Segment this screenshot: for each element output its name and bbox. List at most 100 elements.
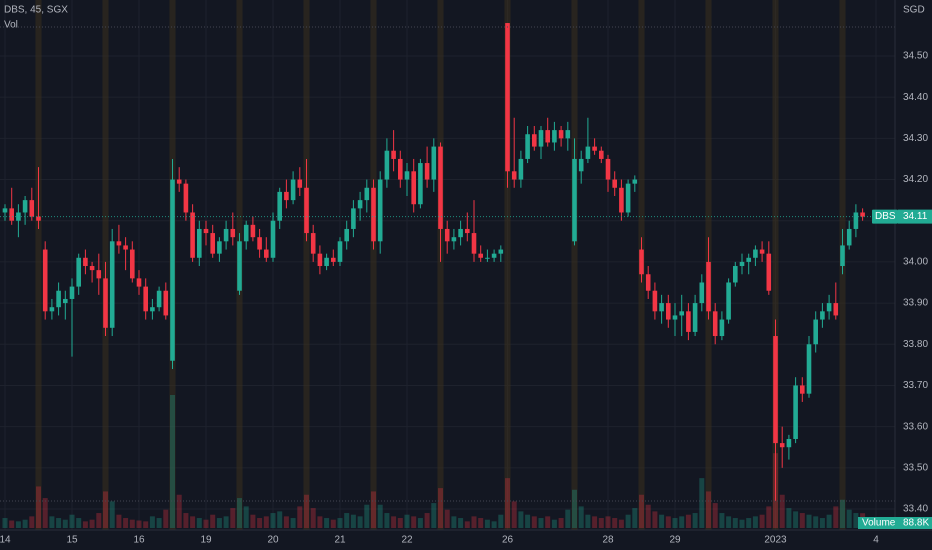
x-tick-label: 20 (267, 535, 279, 546)
candle-body (853, 212, 859, 229)
y-tick-label: 33.50 (903, 462, 928, 473)
candle-body (384, 150, 390, 180)
candle-body (826, 303, 832, 312)
volume-pane (2, 395, 866, 528)
candle-body (592, 146, 597, 151)
y-tick-label: 33.60 (903, 421, 928, 432)
volume-bar (659, 514, 665, 528)
candle-body (444, 228, 450, 242)
candle-body (719, 319, 725, 337)
candle-body (746, 257, 751, 262)
candle-body (478, 253, 483, 258)
volume-bar (853, 513, 859, 528)
candle-body (297, 179, 303, 188)
session-band (437, 0, 444, 530)
volume-bar (304, 494, 309, 528)
x-tick-label: 16 (133, 535, 145, 546)
volume-bar (799, 513, 805, 528)
candle-body (49, 307, 55, 312)
volume-bar (317, 516, 323, 528)
candle-body (806, 344, 812, 394)
volume-bar (498, 514, 504, 528)
candle-body (726, 282, 731, 320)
volume-bar (484, 519, 490, 528)
session-band (571, 0, 578, 530)
volume-bar (652, 511, 658, 528)
y-tick-label: 34.50 (903, 51, 928, 62)
volume-bar (826, 514, 832, 528)
candle-body (679, 311, 684, 316)
candle-body (116, 241, 122, 246)
candle-body (712, 311, 718, 337)
candle-body (123, 245, 128, 250)
candles (2, 23, 865, 501)
candle-body (103, 278, 108, 328)
x-tick-label: 21 (334, 535, 346, 546)
volume-bar (598, 518, 604, 528)
volume-bar (672, 518, 678, 528)
volume-bar (639, 494, 644, 528)
candle-body (2, 208, 8, 213)
y-tick-label: 34.20 (903, 174, 928, 185)
candle-body (9, 208, 14, 221)
volume-bar (391, 516, 397, 528)
volume-bar (357, 516, 363, 528)
y-tick-label: 34.00 (903, 257, 928, 268)
candle-body (431, 146, 437, 180)
symbol-title: DBS, 45, SGX (4, 5, 68, 16)
candle-body (558, 130, 564, 139)
volume-bar (176, 494, 182, 528)
candle-body (498, 249, 504, 254)
candle-body (324, 257, 329, 267)
candle-body (344, 228, 349, 242)
candle-body (250, 224, 256, 238)
volume-bar (263, 516, 269, 528)
volume-bar (210, 514, 216, 528)
volume-bar (438, 488, 443, 528)
candle-body (666, 303, 671, 320)
candle-body (109, 241, 115, 328)
candle-body (63, 298, 68, 304)
volume-bar (42, 498, 48, 528)
volume-bar (793, 511, 799, 528)
candle-body (753, 249, 758, 258)
volume-bar (163, 509, 169, 528)
volume-bar (417, 518, 423, 528)
candle-body (217, 241, 222, 254)
volume-bar (846, 509, 852, 528)
candle-body (190, 212, 195, 258)
volume-bar (344, 513, 350, 528)
volume-bar (156, 518, 162, 528)
volume-bar (324, 518, 330, 528)
volume-bar (277, 511, 283, 528)
volume-bar (813, 516, 819, 528)
x-tick-label: 15 (66, 535, 78, 546)
volume-bar (618, 519, 624, 528)
candle-body (438, 146, 443, 229)
candle-body (398, 158, 403, 180)
candle-body (766, 253, 772, 291)
volume-bar (478, 518, 484, 528)
candle-body (793, 385, 798, 439)
volume-bar (679, 516, 685, 528)
volume-bar (2, 518, 8, 528)
volume-bar (82, 521, 88, 528)
candle-body (733, 266, 738, 283)
candle-body (69, 286, 75, 299)
volume-bar (645, 504, 651, 528)
volume-bar (62, 519, 68, 528)
volume-bar (384, 513, 390, 528)
candle-body (659, 303, 664, 312)
candle-body (505, 23, 510, 172)
candle-body (525, 134, 530, 159)
candle-body (585, 146, 591, 159)
volume-bar (103, 491, 108, 528)
last-price-label-bg (898, 209, 932, 224)
x-tick-label: 22 (401, 535, 413, 546)
session-band (35, 0, 42, 530)
y-tick-label: 34.30 (903, 133, 928, 144)
volume-bar (250, 514, 256, 528)
candle-body (773, 336, 778, 444)
candle-body (89, 266, 95, 271)
candle-body (645, 274, 651, 291)
